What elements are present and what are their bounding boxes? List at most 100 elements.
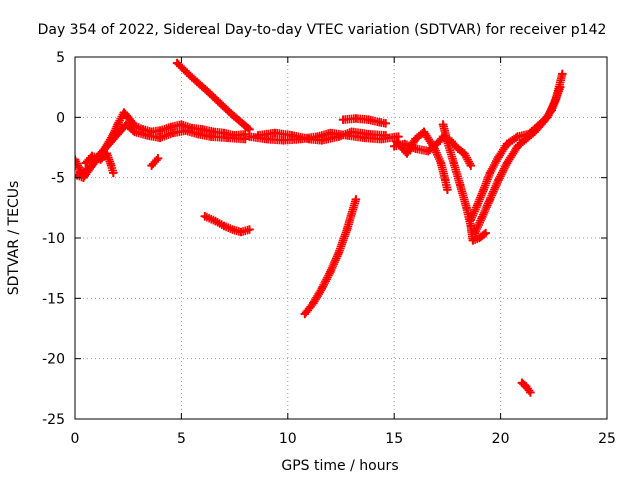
series-sat-h xyxy=(253,127,390,145)
y-tick-label: 5 xyxy=(56,50,65,66)
data-point xyxy=(88,151,97,160)
data-point xyxy=(460,149,469,158)
data-point xyxy=(449,159,458,168)
data-point xyxy=(468,236,477,245)
data-point xyxy=(381,119,390,128)
series-sat-f xyxy=(200,212,254,237)
data-point xyxy=(300,310,309,319)
chart-title: Day 354 of 2022, Sidereal Day-to-day VTE… xyxy=(38,22,607,38)
data-point xyxy=(526,388,535,397)
series-sat-o xyxy=(470,82,565,238)
data-point xyxy=(215,98,224,107)
series-sat-e xyxy=(172,58,254,134)
data-point xyxy=(334,248,343,257)
data-point xyxy=(194,130,203,139)
data-point xyxy=(530,127,539,136)
data-point xyxy=(200,212,209,221)
data-point xyxy=(430,144,439,153)
data-point xyxy=(317,284,326,293)
data-point xyxy=(502,139,511,148)
x-tick-label: 10 xyxy=(279,431,297,447)
data-point xyxy=(392,137,401,146)
data-point xyxy=(122,120,131,129)
data-point xyxy=(124,113,133,122)
data-point xyxy=(96,155,105,164)
data-point xyxy=(556,83,565,92)
data-point xyxy=(156,133,165,142)
data-point xyxy=(75,155,79,164)
data-point xyxy=(522,135,531,144)
data-point xyxy=(88,161,97,170)
data-point xyxy=(485,195,494,204)
data-point xyxy=(245,132,254,141)
data-point xyxy=(288,131,297,140)
data-point xyxy=(558,69,567,78)
data-point xyxy=(485,168,494,177)
data-point xyxy=(375,118,384,127)
data-point xyxy=(471,229,480,238)
data-point xyxy=(113,120,122,129)
data-point xyxy=(119,108,128,117)
data-point xyxy=(443,185,452,194)
data-point xyxy=(81,159,90,168)
data-point xyxy=(454,144,463,153)
data-point xyxy=(305,135,314,144)
data-point xyxy=(437,159,446,168)
data-point xyxy=(456,180,465,189)
data-point xyxy=(254,131,263,140)
data-point xyxy=(347,127,356,136)
data-point xyxy=(130,127,139,136)
data-point xyxy=(466,215,475,224)
y-tick-label: 0 xyxy=(56,110,65,126)
y-tick-label: -25 xyxy=(42,412,65,428)
data-point xyxy=(143,131,152,140)
series-sat-c xyxy=(81,149,118,178)
data-point xyxy=(173,59,182,68)
data-point xyxy=(339,115,348,124)
data-point xyxy=(105,139,114,148)
data-point xyxy=(381,131,390,140)
y-tick-label: -20 xyxy=(42,352,65,368)
data-point xyxy=(494,176,503,185)
data-point xyxy=(364,130,373,139)
marker-track xyxy=(147,154,163,170)
data-point xyxy=(479,185,488,194)
series-sat-i xyxy=(300,195,361,319)
data-point xyxy=(513,132,522,141)
data-point xyxy=(462,203,471,212)
data-point xyxy=(228,110,237,119)
data-point xyxy=(188,73,197,82)
data-point xyxy=(113,130,122,139)
marker-track xyxy=(300,195,361,319)
series-sat-b xyxy=(75,120,250,182)
data-point xyxy=(245,225,254,234)
data-point xyxy=(351,114,360,123)
data-point xyxy=(539,118,548,127)
data-point xyxy=(343,224,352,233)
data-point xyxy=(326,267,335,276)
data-point xyxy=(245,125,254,134)
series-sat-m xyxy=(438,120,491,245)
data-point xyxy=(402,149,411,158)
data-point xyxy=(211,217,220,226)
data-point xyxy=(443,137,452,146)
axis-ticks: 0 5 10 15 20 25 5 0 -5 -10 -15 -20 -25 xyxy=(42,50,616,447)
x-tick-label: 20 xyxy=(492,431,510,447)
data-point xyxy=(351,195,360,204)
x-tick-label: 0 xyxy=(71,431,80,447)
data-point xyxy=(102,149,111,158)
data-point xyxy=(271,129,280,138)
data-point xyxy=(168,129,177,138)
marker-track xyxy=(75,108,250,178)
marker-track xyxy=(470,82,565,238)
data-point xyxy=(547,106,556,115)
data-point xyxy=(475,234,484,242)
data-point xyxy=(219,221,228,230)
data-point xyxy=(364,115,373,124)
data-point xyxy=(466,161,475,170)
data-point xyxy=(147,161,156,170)
data-point xyxy=(241,121,250,130)
data-point xyxy=(441,176,450,185)
series-sat-a xyxy=(75,108,250,178)
